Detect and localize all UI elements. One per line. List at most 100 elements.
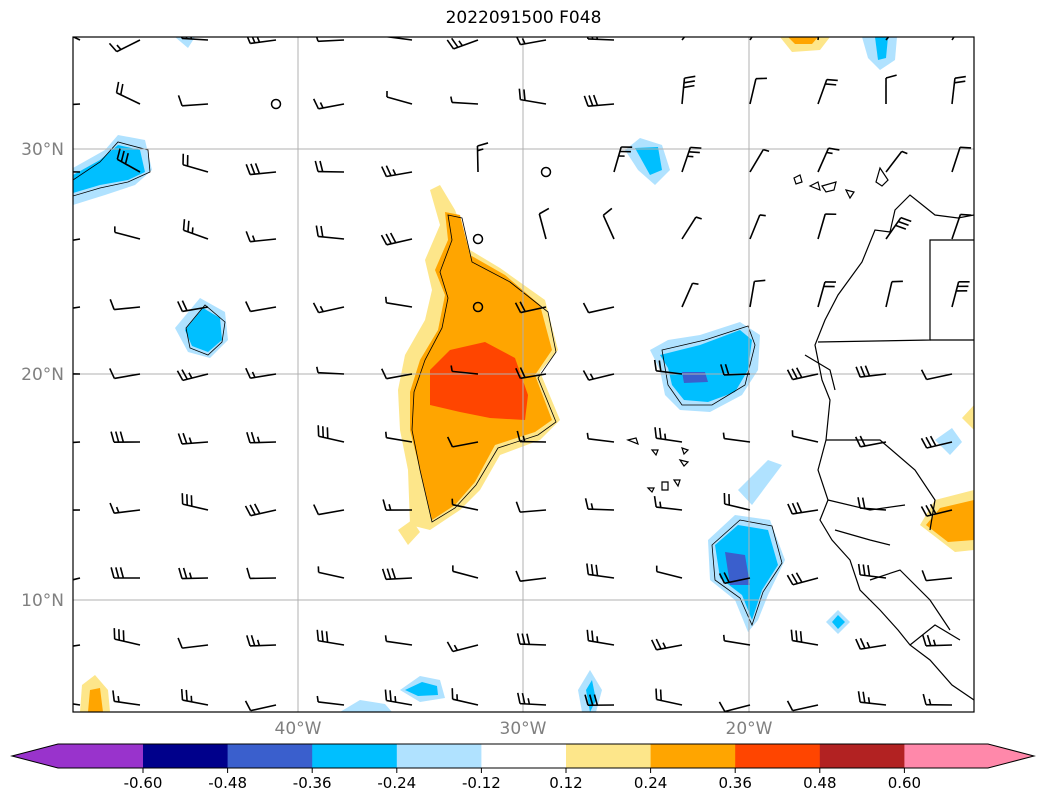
coastlines [626,166,974,701]
wind-barb [583,94,615,107]
wind-barb [722,634,751,646]
wind-barb [951,213,972,240]
wind-barb [514,301,547,314]
lon-label-30w: 30°W [500,719,547,739]
wind-barb [650,638,683,651]
wind-barb [720,364,751,376]
wind-barb [817,213,837,240]
wind-barb [246,37,277,45]
negative-blob-top-1 [175,37,195,48]
positive-blob-edge [962,405,974,430]
colorbar-bin [143,744,229,768]
wind-barb [515,570,547,582]
positive-blob-sw-core [88,688,103,712]
colorbar-tick-label: 0.24 [634,774,667,792]
wind-barb [518,88,547,105]
wind-barb [109,299,141,311]
colorbar-bin [312,744,398,768]
colorbar-tick-label: 0.48 [803,774,836,792]
colorbar: -0.60 -0.48 -0.36 -0.24 -0.12 0.12 0.24 0.36 0.4… [10,743,1036,792]
wind-barb [855,638,887,650]
colorbar-tick-label: 0.60 [888,774,921,792]
map-title: 2022091500 F048 [445,8,602,28]
positive-anomaly-core [430,342,528,420]
wind-barb [108,39,141,53]
wind-barb [817,78,838,105]
wind-barb [718,572,751,585]
wind-barb [515,501,547,513]
wind-barb [920,435,953,449]
wind-barb [885,150,908,173]
wind-barb [181,493,209,511]
negative-blob-topright-core [635,147,662,175]
colorbar-bin [396,744,482,768]
calm-circle [472,233,484,245]
wind-barb [951,75,966,105]
contour-lines [73,141,783,627]
wind-barb [380,368,413,380]
wind-barb [586,563,615,579]
wind-barb [315,37,345,43]
colorbar-tick-label: 0.12 [549,774,582,792]
positive-blob-se-core [926,500,974,542]
wind-barb [110,431,141,444]
wind-barb [723,492,751,511]
wind-barb [316,629,345,646]
wind-barb [586,432,615,443]
wind-barb [786,367,819,381]
colorbar-outline [10,743,1036,769]
wind-barb [790,629,819,646]
wind-barb [681,282,699,308]
wind-barb [182,219,209,240]
wind-barb [110,567,141,579]
wind-barb [857,691,887,706]
wind-barb [749,279,766,308]
wind-barb [857,563,887,579]
colorbar-tick-label: 0.36 [718,774,751,792]
wind-barb [177,637,209,649]
wind-barb [245,301,277,313]
wind-barb [582,370,615,381]
negative-blob-top-2-core [875,37,888,60]
colorbar-tick-label: -0.12 [462,774,501,792]
wind-barb [786,572,819,586]
wind-barb [177,95,209,107]
wind-barb [450,96,479,105]
colorbar-tick-label: -0.36 [293,774,332,792]
wind-barb [476,142,489,173]
negative-blob-east-core [660,330,752,402]
wind-barb [749,214,766,240]
wind-barb [921,570,953,582]
wind-barb [115,81,141,105]
wind-barb [718,701,751,712]
wind-barb [450,365,479,375]
wind-barb [817,37,820,41]
wind-barb [73,171,81,173]
wind-barb [113,628,141,646]
wind-barb [178,567,209,580]
wind-barb [653,359,683,375]
negative-blob-bottom-3 [340,700,392,712]
wind-barb [655,565,683,579]
colorbar-bin [481,744,567,768]
wind-barb [516,430,547,443]
negative-blob-bottom-1-core [405,682,438,696]
wind-barb [244,700,277,712]
colorbar-bin [566,744,652,768]
wind-barb [73,373,81,375]
wind-barb [857,497,887,511]
colorbar-tick-label: -0.60 [124,774,163,792]
wind-barb [922,634,953,647]
wind-barb [384,689,413,706]
wind-barb [602,207,615,240]
wind-barb [176,369,209,382]
wind-barb [73,441,81,444]
wind-barb [613,146,633,173]
wind-barb [73,103,81,106]
lon-label-20w: 20°W [726,719,773,739]
wind-barb [885,280,903,308]
wind-barb [114,226,141,240]
wind-barb [381,165,413,178]
wind-barb [177,432,209,445]
wind-barb [654,427,683,443]
